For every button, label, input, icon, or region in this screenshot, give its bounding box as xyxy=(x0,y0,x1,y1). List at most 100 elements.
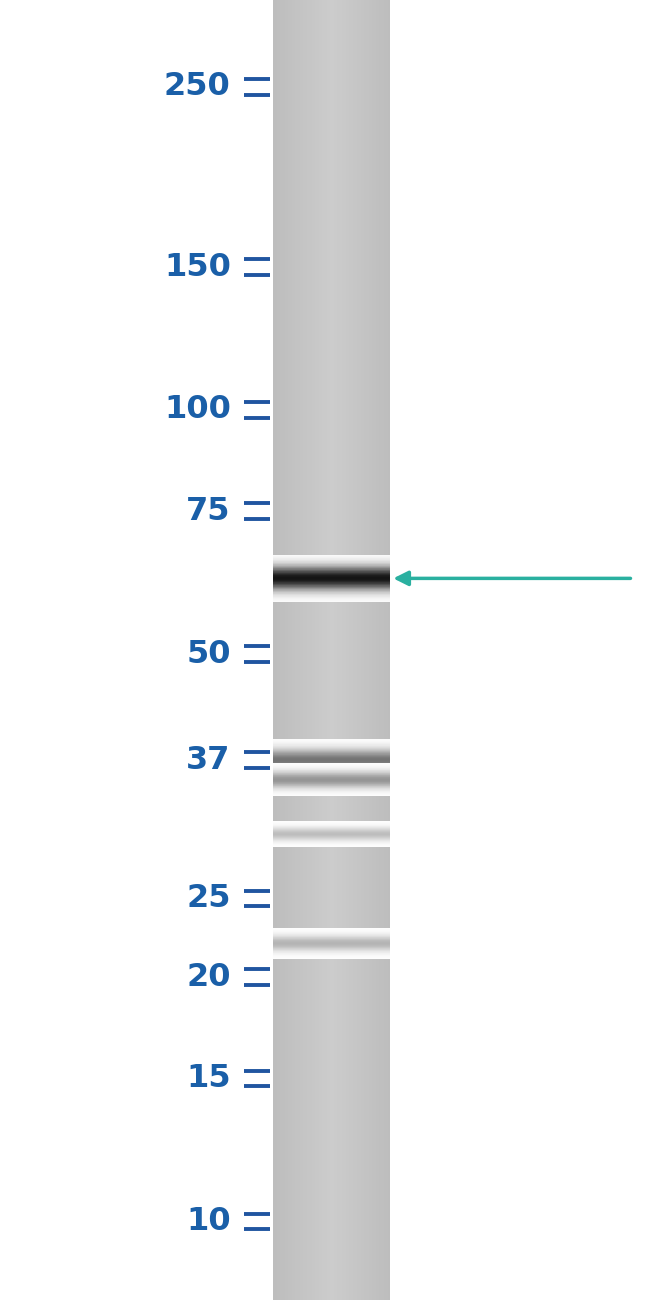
Bar xyxy=(349,0,350,1300)
Bar xyxy=(332,0,333,1300)
Bar xyxy=(323,0,325,1300)
Bar xyxy=(364,0,366,1300)
Bar xyxy=(276,0,278,1300)
Bar xyxy=(348,0,350,1300)
Bar xyxy=(374,0,375,1300)
Bar xyxy=(382,0,383,1300)
Bar xyxy=(380,0,381,1300)
Bar xyxy=(293,0,294,1300)
Bar xyxy=(336,0,338,1300)
Bar xyxy=(326,0,327,1300)
Bar xyxy=(313,0,315,1300)
Bar xyxy=(367,0,368,1300)
Bar xyxy=(322,0,324,1300)
Bar xyxy=(361,0,362,1300)
Bar xyxy=(387,0,388,1300)
Bar xyxy=(365,0,367,1300)
Bar xyxy=(356,0,358,1300)
Bar xyxy=(389,0,390,1300)
Bar xyxy=(296,0,298,1300)
Bar xyxy=(311,0,312,1300)
Bar xyxy=(330,0,332,1300)
Text: 150: 150 xyxy=(164,251,231,282)
Bar xyxy=(309,0,311,1300)
Bar xyxy=(280,0,281,1300)
Bar xyxy=(282,0,284,1300)
Bar xyxy=(317,0,319,1300)
Bar xyxy=(292,0,293,1300)
Bar xyxy=(375,0,376,1300)
Text: 75: 75 xyxy=(187,495,231,526)
Bar xyxy=(306,0,307,1300)
Bar xyxy=(285,0,286,1300)
Bar xyxy=(384,0,385,1300)
Bar xyxy=(350,0,352,1300)
Text: 10: 10 xyxy=(186,1206,231,1236)
Bar xyxy=(358,0,359,1300)
Bar xyxy=(354,0,355,1300)
Bar xyxy=(318,0,320,1300)
Bar xyxy=(329,0,331,1300)
Bar xyxy=(291,0,292,1300)
Bar xyxy=(377,0,379,1300)
Bar xyxy=(339,0,340,1300)
Bar xyxy=(286,0,287,1300)
Bar xyxy=(383,0,384,1300)
Bar xyxy=(381,0,382,1300)
Bar xyxy=(327,0,328,1300)
Bar xyxy=(352,0,353,1300)
Bar xyxy=(355,0,356,1300)
Bar xyxy=(288,0,290,1300)
Bar xyxy=(278,0,280,1300)
Bar xyxy=(359,0,361,1300)
Bar xyxy=(358,0,360,1300)
Bar xyxy=(274,0,276,1300)
Text: 100: 100 xyxy=(164,394,231,425)
Text: 20: 20 xyxy=(187,962,231,993)
Bar xyxy=(387,0,389,1300)
Bar xyxy=(376,0,378,1300)
Bar xyxy=(328,0,330,1300)
Bar xyxy=(321,0,322,1300)
Bar xyxy=(283,0,285,1300)
Bar xyxy=(307,0,308,1300)
Bar xyxy=(385,0,387,1300)
Bar xyxy=(320,0,321,1300)
Bar xyxy=(343,0,344,1300)
Text: 50: 50 xyxy=(187,638,231,670)
Bar xyxy=(346,0,347,1300)
Bar xyxy=(341,0,343,1300)
Bar xyxy=(315,0,317,1300)
Bar xyxy=(342,0,343,1300)
Bar xyxy=(369,0,370,1300)
Bar xyxy=(298,0,299,1300)
Text: 250: 250 xyxy=(164,72,231,103)
Bar xyxy=(344,0,346,1300)
Bar xyxy=(289,0,291,1300)
Bar xyxy=(294,0,296,1300)
Bar xyxy=(299,0,300,1300)
Bar xyxy=(340,0,341,1300)
Bar xyxy=(337,0,339,1300)
Bar xyxy=(287,0,289,1300)
Bar xyxy=(352,0,354,1300)
Bar xyxy=(370,0,372,1300)
Bar xyxy=(273,0,274,1300)
Bar xyxy=(314,0,315,1300)
Bar xyxy=(334,0,335,1300)
Bar xyxy=(281,0,283,1300)
Text: 25: 25 xyxy=(187,883,231,914)
Bar xyxy=(372,0,374,1300)
Text: 37: 37 xyxy=(187,745,231,776)
Bar xyxy=(363,0,365,1300)
Bar xyxy=(335,0,337,1300)
Bar xyxy=(308,0,309,1300)
Bar xyxy=(301,0,302,1300)
Bar xyxy=(378,0,380,1300)
Bar xyxy=(302,0,304,1300)
Bar xyxy=(317,0,318,1300)
Bar xyxy=(304,0,305,1300)
Text: 15: 15 xyxy=(186,1063,231,1095)
Bar xyxy=(362,0,363,1300)
Bar xyxy=(276,0,277,1300)
